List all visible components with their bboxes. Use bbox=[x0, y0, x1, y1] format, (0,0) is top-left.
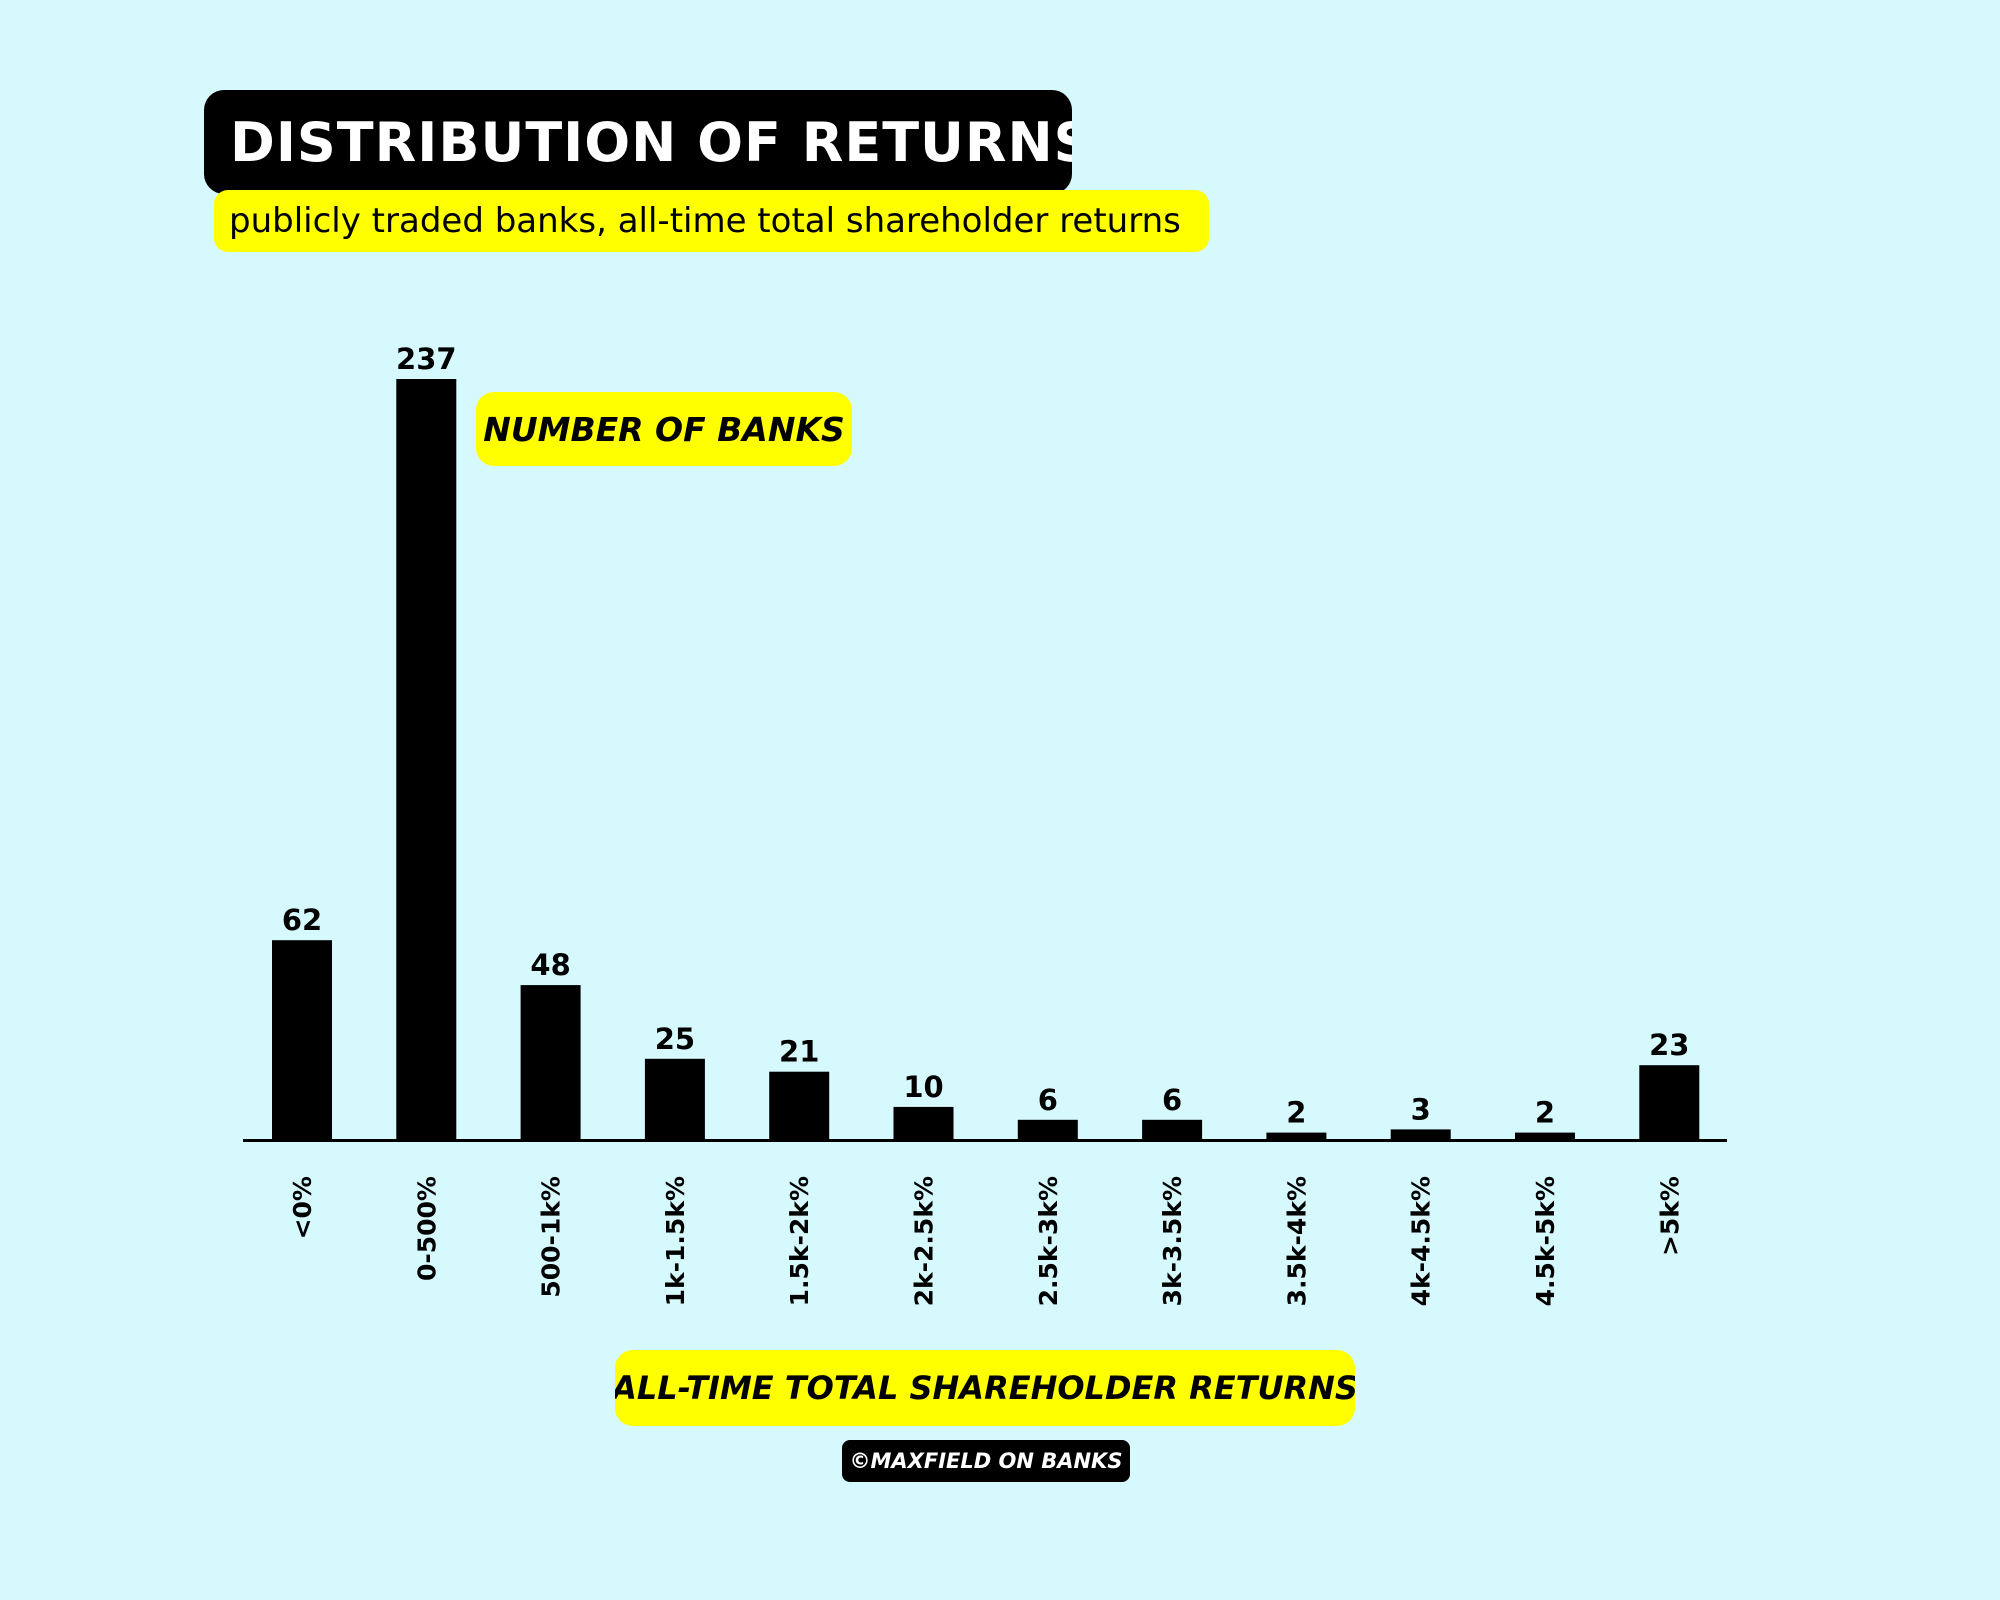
bar-value-label: 10 bbox=[903, 1070, 943, 1104]
y-axis-label-box: NUMBER OF BANKS bbox=[476, 392, 852, 466]
bar-value-label: 2 bbox=[1535, 1096, 1555, 1130]
bars-group bbox=[272, 379, 1700, 1139]
x-tick-label: 4.5k-5k% bbox=[1531, 1176, 1560, 1306]
bar-8 bbox=[1266, 1132, 1327, 1139]
bar-value-label: 6 bbox=[1162, 1083, 1182, 1117]
bar-5 bbox=[893, 1106, 954, 1139]
bar-value-label: 237 bbox=[396, 342, 457, 376]
bar-9 bbox=[1390, 1129, 1451, 1139]
bar-value-label: 3 bbox=[1411, 1092, 1431, 1126]
x-tick-label: 1k-1.5k% bbox=[661, 1176, 690, 1306]
x-tick-label: 2k-2.5k% bbox=[910, 1176, 939, 1306]
tick-labels-group: <0% 0-500% 500-1k% 1k-1.5k% 1.5k-2k% 2k-2.5k%… bbox=[288, 1176, 1684, 1306]
bar-value-label: 62 bbox=[282, 903, 322, 937]
x-tick-label: <0% bbox=[288, 1176, 317, 1239]
x-tick-label: 3k-3.5k% bbox=[1158, 1176, 1187, 1306]
x-tick-label: >5k% bbox=[1655, 1176, 1684, 1256]
x-tick-label: 4k-4.5k% bbox=[1407, 1176, 1436, 1306]
bar-value-label: 6 bbox=[1038, 1083, 1058, 1117]
bar-value-label: 21 bbox=[779, 1035, 819, 1069]
bar-0 bbox=[272, 940, 332, 1139]
x-tick-label: 1.5k-2k% bbox=[785, 1176, 814, 1306]
x-axis-label: ALL-TIME TOTAL SHAREHOLDER RETURNS bbox=[615, 1369, 1355, 1407]
credit-badge: ©MAXFIELD ON BANKS bbox=[842, 1440, 1130, 1482]
bar-value-label: 2 bbox=[1286, 1096, 1306, 1130]
chart-subtitle: publicly traded banks, all-time total sh… bbox=[229, 201, 1181, 241]
title-box: DISTRIBUTION OF RETURNS bbox=[204, 90, 1072, 194]
y-axis-label: NUMBER OF BANKS bbox=[483, 409, 845, 449]
bar-7 bbox=[1142, 1119, 1203, 1139]
credit-text: ©MAXFIELD ON BANKS bbox=[849, 1449, 1123, 1473]
bar-11 bbox=[1639, 1065, 1700, 1139]
x-tick-label: 0-500% bbox=[412, 1176, 441, 1281]
bar-2 bbox=[520, 985, 581, 1139]
bar-10 bbox=[1515, 1132, 1575, 1139]
bar-value-label: 23 bbox=[1649, 1028, 1689, 1062]
x-axis-label-box: ALL-TIME TOTAL SHAREHOLDER RETURNS bbox=[615, 1350, 1355, 1426]
chart-title: DISTRIBUTION OF RETURNS bbox=[230, 110, 1072, 174]
bar-4 bbox=[769, 1071, 830, 1139]
bar-value-label: 48 bbox=[530, 948, 570, 982]
bar-6 bbox=[1017, 1119, 1078, 1139]
subtitle-box: publicly traded banks, all-time total sh… bbox=[214, 190, 1209, 252]
x-tick-label: 500-1k% bbox=[537, 1176, 566, 1298]
bar-3 bbox=[644, 1058, 705, 1139]
bar-value-label: 25 bbox=[655, 1022, 695, 1056]
bar-1 bbox=[396, 379, 457, 1139]
x-tick-label: 3.5k-4k% bbox=[1282, 1176, 1311, 1306]
x-tick-label: 2.5k-3k% bbox=[1034, 1176, 1063, 1306]
